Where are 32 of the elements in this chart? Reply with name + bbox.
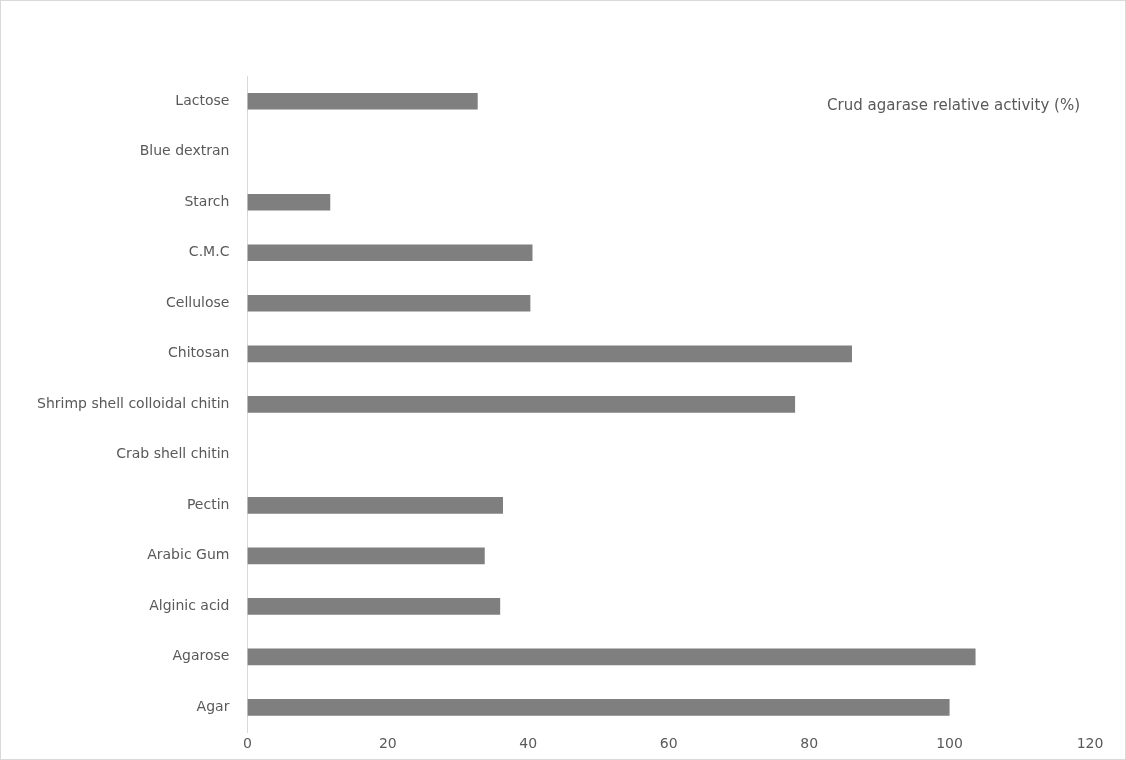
y-tick-label: Chitosan	[168, 344, 230, 361]
bar	[247, 92, 478, 110]
bar	[247, 294, 531, 312]
y-tick-label: Shrimp shell colloidal chitin	[37, 394, 230, 411]
y-tick-label: Lactose	[175, 91, 230, 108]
y-tick-label: C.M.C	[188, 243, 230, 260]
y-tick-label: Alginic acid	[149, 596, 230, 613]
y-tick-label: Arabic Gum	[147, 546, 230, 563]
y-tick-label: Pectin	[186, 495, 230, 512]
y-tick-label: Blue dextran	[139, 142, 230, 159]
bar	[247, 648, 976, 666]
y-tick-label: Starch	[184, 192, 230, 209]
x-tick-label: 120	[1076, 734, 1104, 751]
bar	[247, 244, 533, 262]
bar	[247, 395, 796, 413]
bar	[247, 699, 950, 716]
text: Crud agarase relative activity (%)	[827, 95, 1081, 114]
bar	[247, 496, 503, 514]
x-tick-label: 100	[936, 734, 963, 751]
x-tick-label: 80	[800, 734, 819, 751]
x-tick-label: 0	[242, 734, 252, 751]
y-tick-label: Agarose	[172, 647, 230, 664]
bar	[247, 598, 501, 615]
y-tick-label: Agar	[196, 697, 230, 714]
x-tick-label: 20	[378, 734, 397, 751]
x-tick-label: 40	[519, 734, 538, 751]
y-tick-label: Cellulose	[166, 293, 230, 310]
bar	[247, 547, 485, 565]
y-tick-label: Crab shell chitin	[116, 445, 230, 462]
bar	[247, 345, 852, 363]
bar	[247, 193, 331, 211]
x-tick-label: 60	[659, 734, 678, 751]
